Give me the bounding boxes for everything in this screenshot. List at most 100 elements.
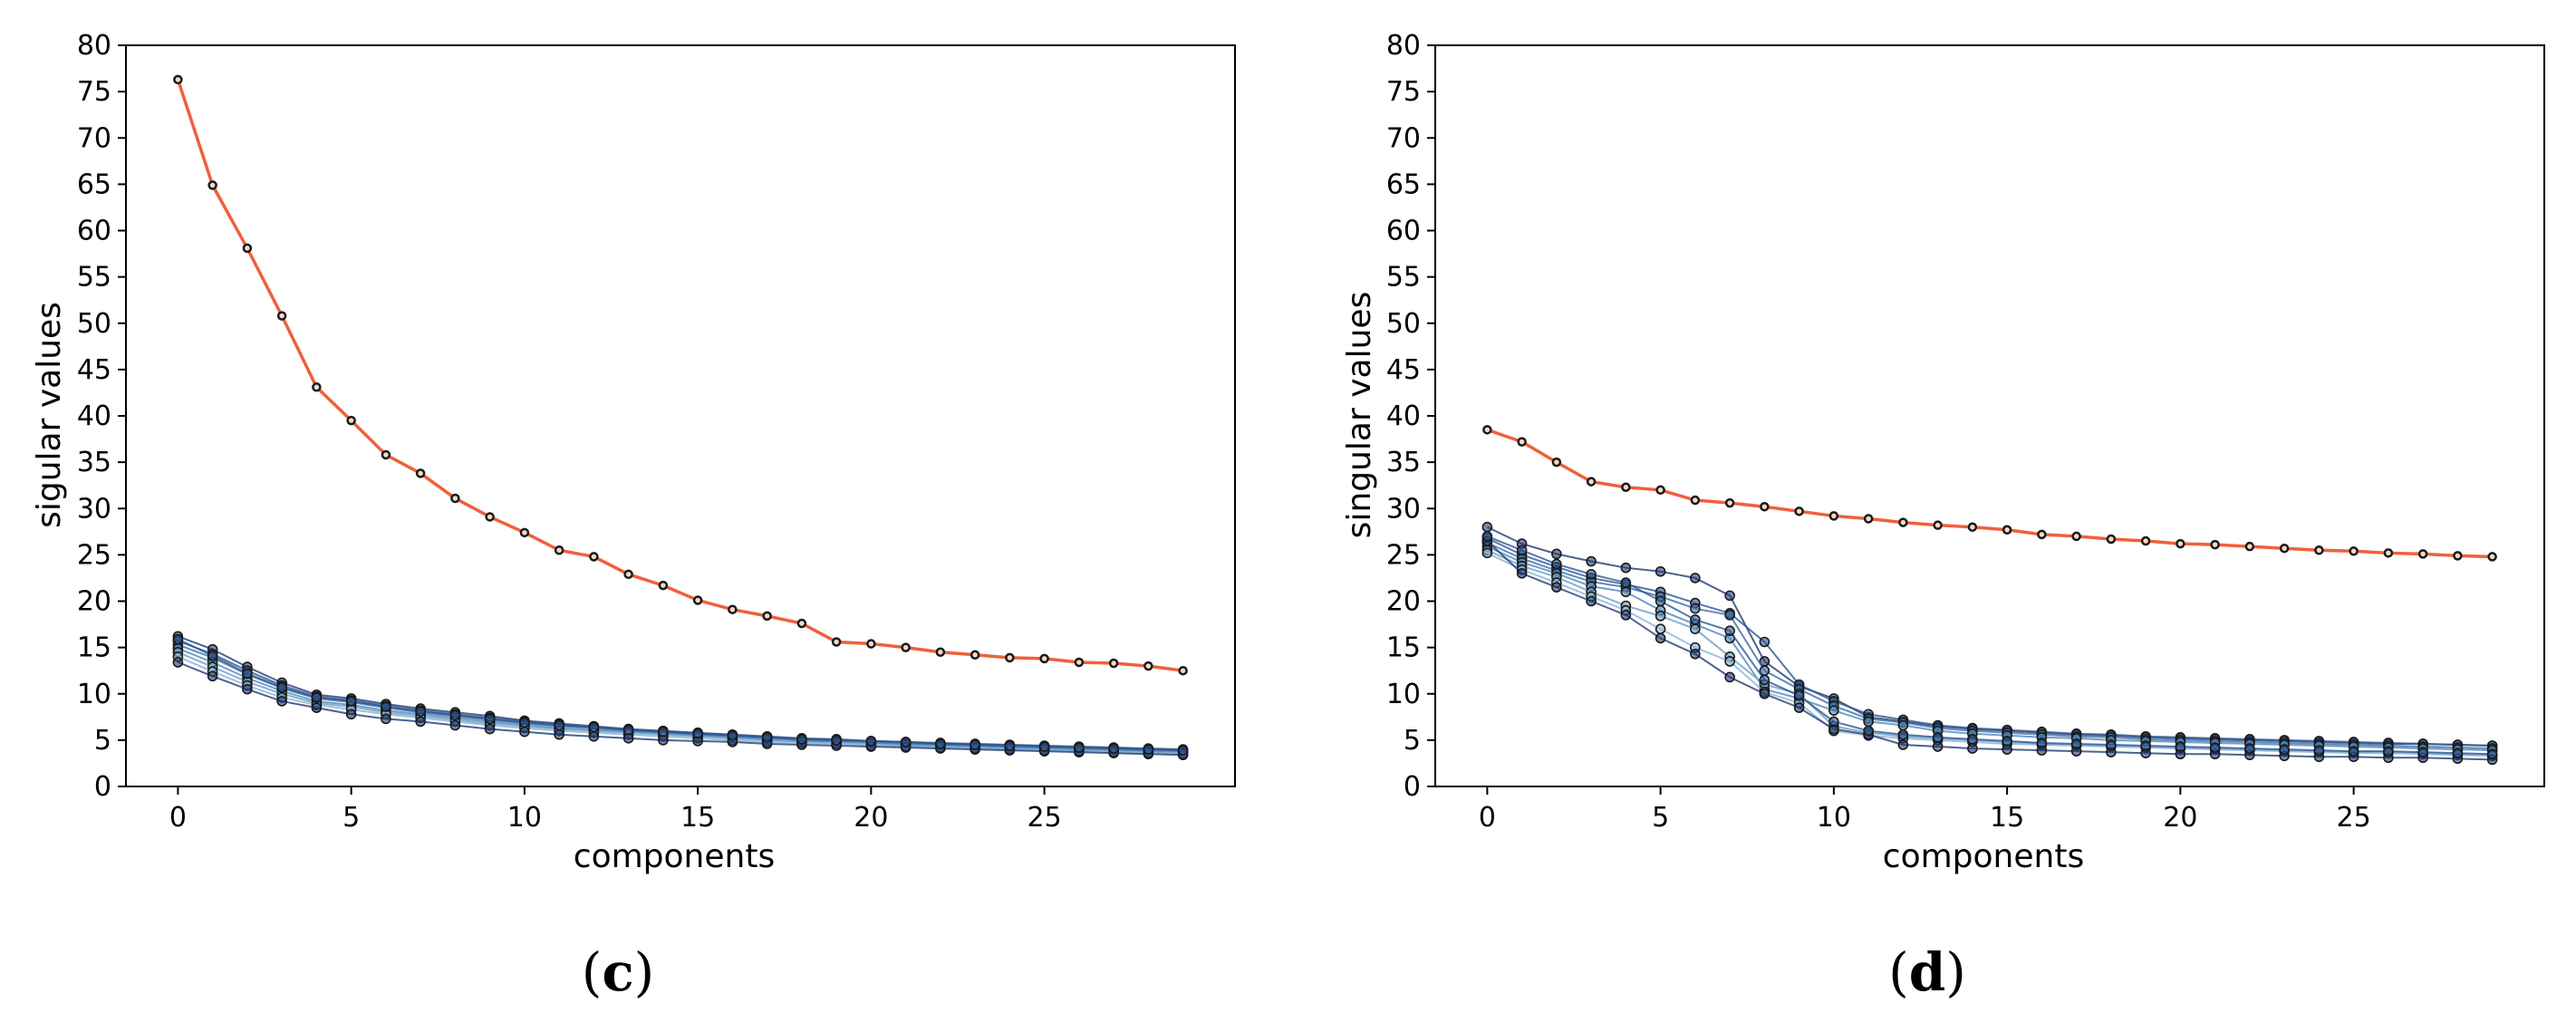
data-point — [728, 604, 738, 614]
data-point — [1586, 569, 1597, 580]
data-point — [1551, 548, 1562, 560]
data-point — [622, 724, 634, 736]
data-point — [1863, 725, 1874, 737]
data-point — [1177, 745, 1189, 756]
data-point — [1482, 425, 1492, 435]
series-s2 — [1481, 533, 2498, 751]
data-point — [2417, 747, 2428, 757]
panel-d: 0 5 10 15 20 25 30 35 40 45 50 55 60 65 70 75 80 0 5 10 15 2… — [1341, 30, 2545, 1003]
data-point — [1655, 595, 1666, 607]
series-line — [1486, 549, 2493, 757]
series-s7 — [172, 657, 1189, 761]
plot-frame — [125, 44, 1236, 787]
data-point — [2209, 742, 2221, 753]
data-point — [242, 243, 253, 254]
data-point — [1933, 520, 1943, 530]
data-point — [1655, 565, 1666, 577]
data-point — [2452, 747, 2464, 758]
x-tick-label: 0 — [1479, 802, 1496, 834]
data-point — [2071, 531, 2081, 542]
data-point — [1690, 495, 1701, 506]
data-point — [658, 726, 669, 738]
y-tick-label: 0 — [1404, 771, 1421, 803]
y-tick-label: 35 — [1386, 447, 1421, 478]
x-axis-c: 0 5 10 15 20 25 — [169, 786, 1062, 834]
data-point — [1794, 506, 1804, 516]
plot-area-d — [1434, 44, 2545, 787]
data-point — [1724, 590, 1735, 602]
y-tick-label: 70 — [77, 122, 111, 154]
series-line — [1487, 535, 2493, 756]
data-point — [1863, 514, 1874, 524]
data-point — [900, 737, 912, 747]
data-point — [276, 311, 287, 321]
data-point — [1143, 744, 1154, 755]
data-point — [1724, 497, 1735, 508]
data-point — [1828, 511, 1839, 521]
x-tick-label: 25 — [2337, 802, 2371, 834]
y-tick-label: 30 — [1386, 493, 1421, 525]
data-point — [312, 382, 322, 392]
y-tick-label: 20 — [1386, 586, 1421, 618]
data-point — [1143, 661, 1153, 671]
data-point — [1690, 623, 1701, 634]
data-point — [2453, 551, 2463, 561]
data-point — [1898, 517, 1908, 527]
data-point — [2106, 739, 2117, 750]
data-point — [1074, 657, 1085, 668]
data-point — [692, 728, 703, 739]
series-line — [177, 638, 1183, 752]
data-point — [415, 468, 426, 478]
data-point — [2349, 546, 2359, 556]
data-point — [1586, 477, 1597, 487]
y-tick-label: 60 — [1386, 216, 1421, 247]
data-point — [588, 730, 600, 742]
data-point — [1551, 582, 1562, 593]
data-point — [623, 569, 633, 580]
data-point — [692, 595, 703, 605]
data-point — [1108, 658, 1119, 669]
data-point — [1967, 734, 1978, 745]
y-tick-label: 35 — [77, 447, 111, 478]
data-point — [381, 713, 391, 725]
y-tick-label: 60 — [77, 216, 111, 247]
series-highlight — [1482, 425, 2497, 562]
y-tick-label: 10 — [1386, 679, 1421, 710]
data-point — [207, 180, 217, 190]
panel-c: 0 5 10 15 20 25 30 35 40 45 50 55 60 65 70 75 80 0 5 10 15 2… — [31, 30, 1236, 1003]
data-point — [311, 692, 323, 703]
data-point — [1897, 739, 1909, 750]
data-point — [381, 449, 391, 460]
series-s8 — [172, 633, 1189, 756]
data-point — [901, 642, 911, 652]
x-tick-label: 0 — [169, 802, 187, 834]
data-point — [1863, 716, 1874, 728]
data-point — [1621, 482, 1631, 492]
series-s1 — [1481, 521, 2498, 751]
series-s8 — [1481, 531, 2498, 760]
y-tick-label: 5 — [94, 725, 111, 757]
data-point — [2383, 548, 2394, 558]
data-point — [207, 651, 218, 661]
data-point — [1828, 716, 1839, 728]
data-point — [519, 726, 530, 738]
x-tick-label: 5 — [1652, 802, 1669, 834]
data-point — [588, 721, 600, 733]
y-tick-label: 80 — [77, 30, 111, 62]
data-point — [1039, 653, 1049, 664]
data-point — [276, 696, 287, 707]
data-point — [2175, 741, 2186, 752]
data-point — [276, 681, 287, 693]
data-point — [172, 657, 184, 668]
data-point — [1586, 595, 1597, 607]
y-tick-label: 70 — [1386, 122, 1421, 154]
y-axis-d: 0 5 10 15 20 25 30 35 40 45 50 55 60 65 70 75 80 — [1386, 30, 1435, 803]
y-tick-label: 40 — [77, 400, 111, 432]
data-point — [1724, 656, 1735, 667]
series-s6 — [172, 651, 1189, 760]
x-axis-label-d: components — [1883, 838, 2084, 875]
y-tick-label: 40 — [1386, 400, 1421, 432]
panel-label-d: (d) — [1888, 941, 1966, 1003]
data-point — [1481, 521, 1493, 533]
data-point — [346, 415, 356, 426]
